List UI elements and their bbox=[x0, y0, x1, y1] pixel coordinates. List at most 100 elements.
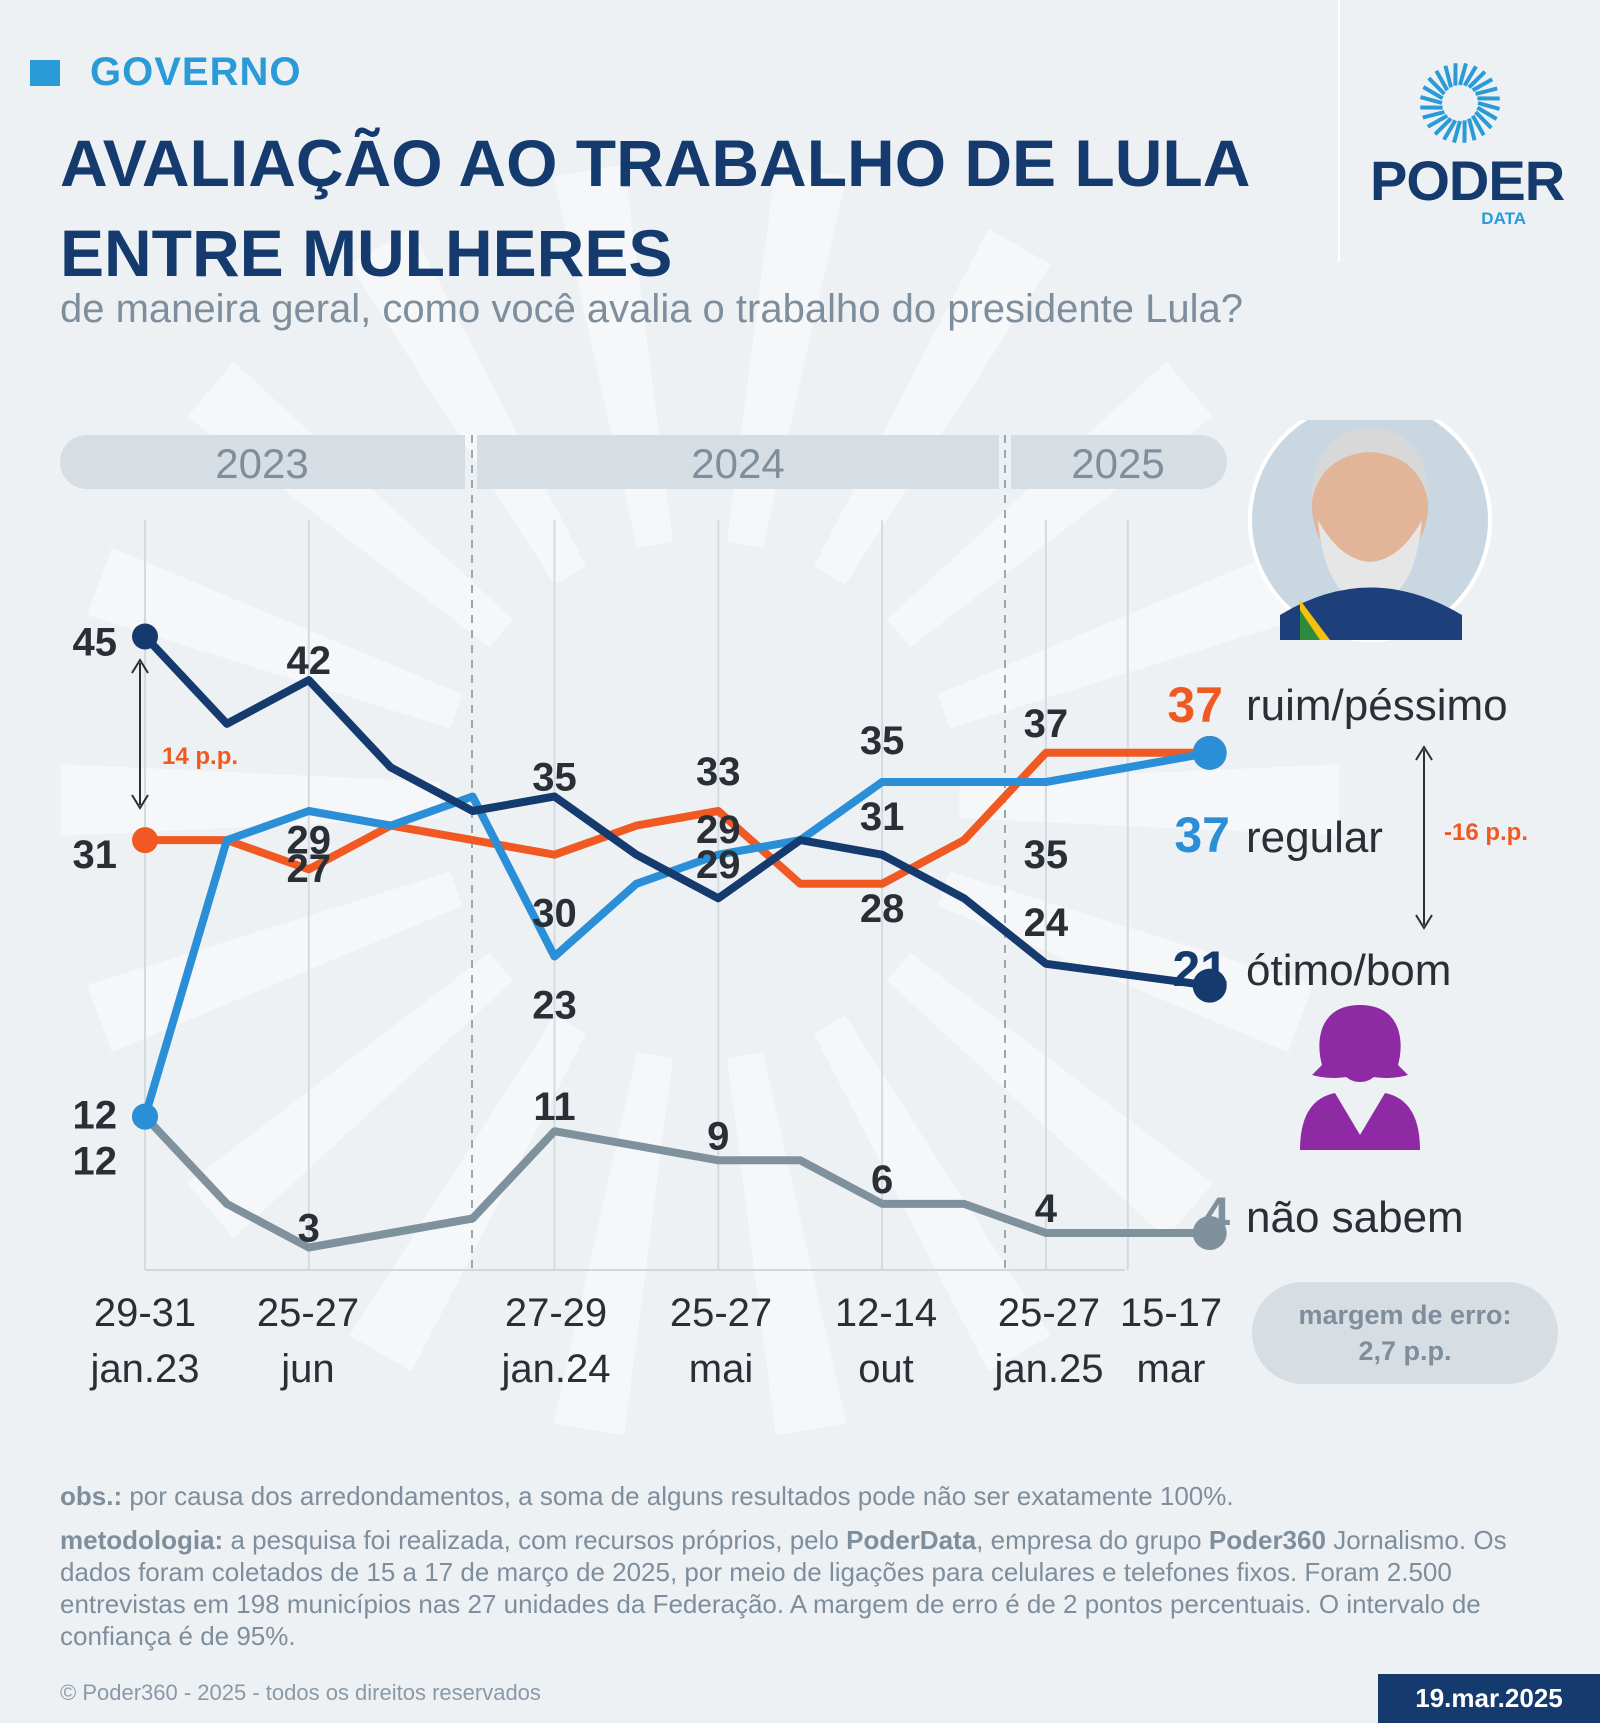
background-ray bbox=[813, 228, 1051, 585]
data-label: 12 bbox=[73, 1140, 118, 1184]
sun-ray bbox=[1474, 110, 1493, 130]
year-label-2025: 2025 bbox=[1071, 440, 1164, 487]
series-point bbox=[1192, 735, 1227, 770]
background-ray bbox=[886, 361, 1213, 648]
series-line-ótimo/bom bbox=[142, 633, 1211, 990]
year-label-2023: 2023 bbox=[215, 440, 308, 487]
year-pill-2025 bbox=[1011, 435, 1227, 489]
data-label: 33 bbox=[696, 750, 741, 794]
data-label: 4 bbox=[1035, 1187, 1058, 1231]
sun-ray bbox=[1422, 85, 1444, 101]
methodology-brand: Poder360 bbox=[1208, 1525, 1326, 1555]
background-ray bbox=[937, 871, 1313, 1053]
page-title: AVALIAÇÃO AO TRABALHO DE LULA ENTRE MULH… bbox=[60, 126, 1248, 290]
data-label: 37 bbox=[1024, 702, 1069, 746]
end-label-ruim: ruim/péssimo bbox=[1246, 681, 1508, 730]
header-divider bbox=[1338, 0, 1340, 262]
data-label: 35 bbox=[1024, 833, 1069, 877]
end-label-nao-sabem: não sabem bbox=[1246, 1193, 1464, 1242]
sun-ray bbox=[1462, 65, 1478, 87]
methodology-brand: PoderData bbox=[846, 1525, 977, 1555]
sun-ray bbox=[1467, 70, 1487, 89]
end-gap-label: -16 p.p. bbox=[1444, 819, 1528, 846]
year-label-2024: 2024 bbox=[691, 440, 784, 487]
background-ray bbox=[349, 228, 587, 585]
sun-ray bbox=[1452, 120, 1462, 144]
data-label: 30 bbox=[532, 892, 577, 936]
x-tick-label: mai bbox=[689, 1347, 753, 1391]
series-line-ruim/péssimo bbox=[145, 748, 1210, 888]
gridlines bbox=[144, 520, 1129, 1270]
sun-ray bbox=[1442, 119, 1458, 141]
methodology-text: Jornalismo. Os dados foram coletados de … bbox=[60, 1525, 1507, 1651]
end-label-regular: regular bbox=[1246, 813, 1383, 862]
sun-ray bbox=[1443, 65, 1453, 88]
x-tick-label: jan.23 bbox=[90, 1347, 200, 1391]
logo-main: PODER bbox=[1370, 149, 1565, 212]
methodology-note: metodologia: a pesquisa foi realizada, c… bbox=[60, 1524, 1560, 1652]
poderdata-logo: PODER DATA bbox=[1370, 58, 1565, 229]
x-tick-label: 25-27 bbox=[998, 1291, 1100, 1335]
background-ray bbox=[87, 547, 463, 729]
end-label-otimo: ótimo/bom bbox=[1246, 946, 1451, 995]
data-label: 6 bbox=[871, 1158, 893, 1202]
start-gap-annotation: 14 p.p. bbox=[131, 658, 238, 810]
x-tick-labels: 29-31 jan.23 25-27 jun 27-29 jan.24 25-2… bbox=[90, 1291, 1223, 1391]
background-ray bbox=[813, 1015, 1051, 1372]
sun-ray bbox=[1477, 101, 1501, 111]
obs-note: obs.: por causa dos arredondamentos, a s… bbox=[60, 1480, 1560, 1512]
sun-ray bbox=[1475, 86, 1498, 96]
data-label: 11 bbox=[533, 1085, 575, 1129]
end-value-regular: 37 bbox=[1174, 807, 1230, 863]
sun-ray bbox=[1458, 62, 1468, 86]
data-label: 31 bbox=[73, 833, 118, 877]
series-point bbox=[132, 827, 158, 854]
x-tick-label: 25-27 bbox=[257, 1291, 359, 1335]
series-point bbox=[132, 623, 158, 650]
footnotes: obs.: por causa dos arredondamentos, a s… bbox=[60, 1480, 1560, 1664]
data-label: 29 bbox=[696, 808, 741, 852]
end-value-ruim: 37 bbox=[1167, 677, 1223, 733]
end-value-nao-sabem: 4 bbox=[1202, 1187, 1230, 1243]
error-margin-value: 2,7 p.p. bbox=[1358, 1336, 1452, 1366]
series-point bbox=[1192, 968, 1227, 1003]
data-label: 45 bbox=[73, 620, 118, 664]
x-tick-label: jan.25 bbox=[994, 1347, 1104, 1391]
obs-label: obs.: bbox=[60, 1481, 123, 1511]
x-tick-label: mar bbox=[1137, 1347, 1206, 1391]
kicker: GOVERNO bbox=[30, 50, 301, 95]
data-label: 42 bbox=[287, 639, 332, 683]
data-label: 9 bbox=[707, 1114, 729, 1158]
methodology-text: a pesquisa foi realizada, com recursos p… bbox=[230, 1525, 839, 1555]
series-point bbox=[1192, 1216, 1227, 1250]
x-tick-label: 27-29 bbox=[505, 1291, 607, 1335]
portrait-photo bbox=[1248, 420, 1492, 642]
sun-ray bbox=[1434, 69, 1450, 92]
background-ray bbox=[349, 1015, 587, 1372]
x-tick-label: 12-14 bbox=[835, 1291, 937, 1335]
data-label: 28 bbox=[860, 887, 905, 931]
x-tick-label: 15-17 bbox=[1120, 1291, 1222, 1335]
x-tick-label: 29-31 bbox=[94, 1291, 196, 1335]
sun-ray bbox=[1470, 114, 1486, 137]
series-line-regular bbox=[141, 748, 1211, 1118]
sun-ray bbox=[1427, 76, 1446, 96]
sun-ray bbox=[1467, 118, 1477, 141]
copyright: © Poder360 - 2025 - todos os direitos re… bbox=[60, 1680, 541, 1705]
data-label: 29 bbox=[696, 843, 741, 887]
background-ray bbox=[187, 952, 514, 1239]
x-tick-label: 25-27 bbox=[670, 1291, 772, 1335]
data-label: 35 bbox=[860, 719, 905, 763]
obs-text: por causa dos arredondamentos, a soma de… bbox=[129, 1481, 1234, 1511]
series-line-não sabem bbox=[142, 1113, 1210, 1252]
year-pill-2024 bbox=[477, 435, 999, 489]
start-gap-label: 14 p.p. bbox=[162, 743, 238, 770]
series-layer bbox=[132, 623, 1227, 1252]
x-tick-label: jun bbox=[280, 1347, 334, 1391]
data-label: 12 bbox=[73, 1094, 118, 1138]
sun-ray bbox=[1426, 113, 1449, 129]
page-subtitle: de maneira geral, como você avalia o tra… bbox=[60, 287, 1243, 331]
sun-ray bbox=[1471, 77, 1494, 93]
data-label: 3 bbox=[298, 1207, 320, 1251]
logo-sub: DATA bbox=[1481, 209, 1526, 228]
